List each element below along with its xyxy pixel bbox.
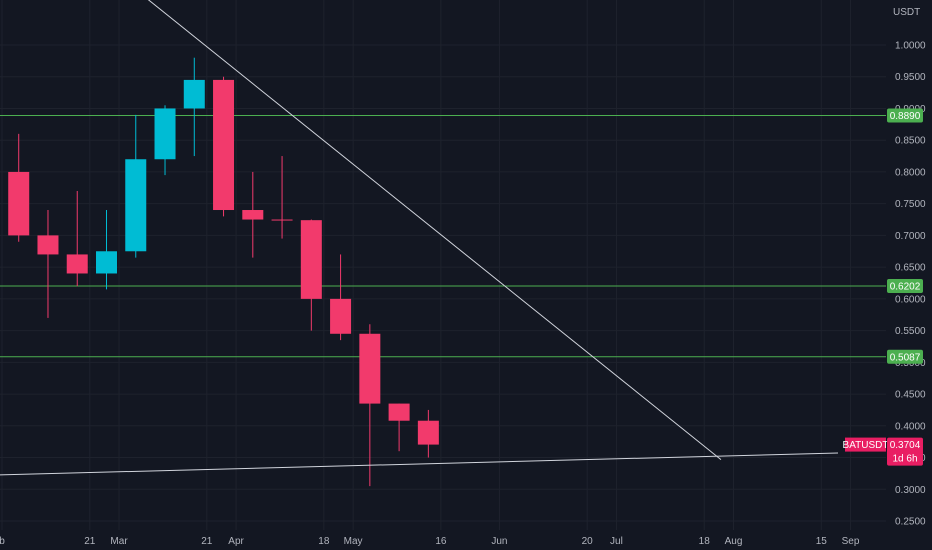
horizontal-levels[interactable] [0,114,886,358]
time-tick-label: 18 [699,536,711,547]
time-tick-label: Aug [725,536,743,547]
candle-body-up [154,108,176,160]
candles [8,57,439,487]
time-tick-label: 15 [816,536,828,547]
last-price-tag [887,437,923,466]
trendline[interactable] [0,452,839,481]
time-tick-label: Apr [228,536,244,547]
price-axis[interactable]: USDT 0.25000.30000.35000.40000.45000.500… [893,7,926,528]
time-tick-label: May [344,536,363,547]
price-tick-label: 0.8000 [895,167,926,178]
time-tick-label: 18 [318,536,330,547]
level-price-tag [887,108,923,123]
price-tick-label: 0.6000 [895,294,926,305]
price-tick-label: 0.7000 [895,231,926,242]
candle-body-down [330,298,352,334]
time-tick-label: 20 [582,536,594,547]
price-tick-label: 0.8500 [895,136,926,147]
level-price-label: 0.8890 [890,111,921,122]
price-tags: 0.8890 0.6202 0.5087 BATUSDT 0.3704 1d 6h [843,108,923,466]
candle-body-down [388,403,410,421]
trendlines[interactable] [0,0,839,481]
price-tick-label: 0.2500 [895,517,926,528]
time-tick-label: 21 [84,536,96,547]
price-tick-label: 0.3000 [895,485,926,496]
candle-body-down [417,420,439,445]
candle-body-up [96,251,117,274]
candle-body-down [242,210,264,220]
trendline[interactable] [0,0,722,461]
time-tick-label: 16 [435,536,447,547]
candle-body-down [300,220,322,299]
price-tick-label: 0.6500 [895,263,926,274]
time-tick-label: Sep [842,536,860,547]
symbol-tag [845,437,886,452]
candle-body-down [66,254,88,274]
price-axis-unit: USDT [893,7,920,18]
price-tick-label: 0.4500 [895,390,926,401]
price-tick-label: 0.5500 [895,326,926,337]
price-tick-label: 0.9500 [895,72,926,83]
time-tick-label: Mar [110,536,128,547]
time-tick-label: b [0,536,5,547]
candle-body-down [8,171,30,236]
grid [0,0,886,530]
bar-countdown-label: 1d 6h [892,454,917,465]
candle-body-up [125,159,147,252]
candle-body-down [213,79,235,211]
price-tick-label: 1.0000 [895,41,926,52]
time-axis[interactable]: b 21 Mar 21 Apr 18 May 16 Jun 20 Jul 18 Aug 15 Sep [0,536,860,547]
price-tick-label: 0.4000 [895,421,926,432]
level-price-tag [887,279,923,294]
candle-body-up [183,79,205,109]
level-price-label: 0.5087 [890,352,921,363]
candle-body-down [37,235,59,255]
level-price-tag [887,349,923,364]
symbol-label: BATUSDT [843,440,889,451]
time-tick-label: Jun [491,536,507,547]
level-price-label: 0.6202 [890,282,921,293]
price-tick-label: 0.7500 [895,199,926,210]
last-price-label: 0.3704 [890,440,921,451]
candle-body-down [271,219,293,221]
time-tick-label: Jul [610,536,623,547]
candle-body-down [359,333,381,404]
time-tick-label: 21 [201,536,213,547]
